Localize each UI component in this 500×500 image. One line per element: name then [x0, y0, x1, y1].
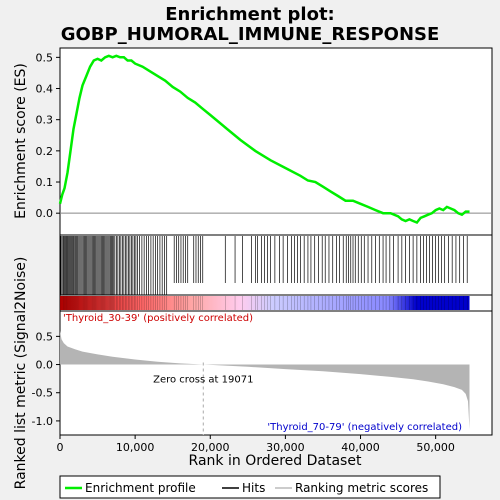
- metric-ytick-label: 0.0: [36, 359, 54, 372]
- xtick-label: 40,000: [341, 441, 380, 454]
- ranked-list-colorbar: [60, 296, 470, 310]
- hits-panel: [59, 234, 493, 296]
- x-axis: 0 10,000 20,000 30,000 40,000 50,000: [57, 435, 455, 454]
- metric-ytick-label: 0.5: [36, 330, 54, 343]
- zero-cross-label: Zero cross at 19071: [153, 375, 253, 386]
- legend-enrichment-profile: Enrichment profile: [85, 481, 196, 495]
- xtick-label: 50,000: [416, 441, 455, 454]
- positive-class-label: 'Thyroid_30-39' (positively correlated): [63, 313, 253, 324]
- es-ytick-label: 0.3: [36, 114, 54, 127]
- metric-ytick-label: -1.0: [32, 415, 53, 428]
- es-y-axis: 0.0 0.1 0.2 0.3 0.4 0.5: [36, 51, 60, 220]
- metric-xlabel: Rank in Ordered Dataset: [189, 453, 362, 469]
- xtick-label: 20,000: [191, 441, 230, 454]
- xtick-label: 30,000: [266, 441, 305, 454]
- chart-title-line2: GOBP_HUMORAL_IMMUNE_RESPONSE: [61, 24, 440, 45]
- hit-marks: [60, 236, 468, 295]
- enrichment-profile-line: [58, 54, 470, 225]
- metric-y-axis: -1.0 -0.5 0.0 0.5: [32, 330, 60, 428]
- es-panel: [59, 47, 493, 236]
- es-ytick-label: 0.5: [36, 51, 54, 64]
- es-ytick-label: 0.2: [36, 145, 54, 158]
- legend-hits: Hits: [242, 481, 265, 495]
- es-ytick-label: 0.1: [36, 176, 54, 189]
- es-ytick-label: 0.0: [36, 207, 54, 220]
- xtick-label: 10,000: [116, 441, 155, 454]
- legend-box: [59, 475, 441, 499]
- legend-ranking-metric-scores: Ranking metric scores: [295, 481, 428, 495]
- es-ylabel: Enrichment score (ES): [13, 63, 29, 219]
- chart-title-line1: Enrichment plot:: [165, 4, 335, 25]
- xtick-label: 0: [57, 441, 64, 454]
- es-ytick-label: 0.4: [36, 83, 54, 96]
- metric-ylabel: Ranked list metric (Signal2Noise): [13, 257, 29, 490]
- metric-ytick-label: -0.5: [32, 387, 53, 400]
- negative-class-label: 'Thyroid_70-79' (negatively correlated): [267, 422, 462, 433]
- colorbar-hit-marks: [60, 296, 468, 310]
